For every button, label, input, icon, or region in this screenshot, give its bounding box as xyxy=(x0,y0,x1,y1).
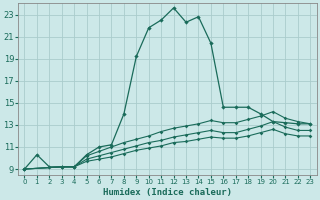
X-axis label: Humidex (Indice chaleur): Humidex (Indice chaleur) xyxy=(103,188,232,197)
